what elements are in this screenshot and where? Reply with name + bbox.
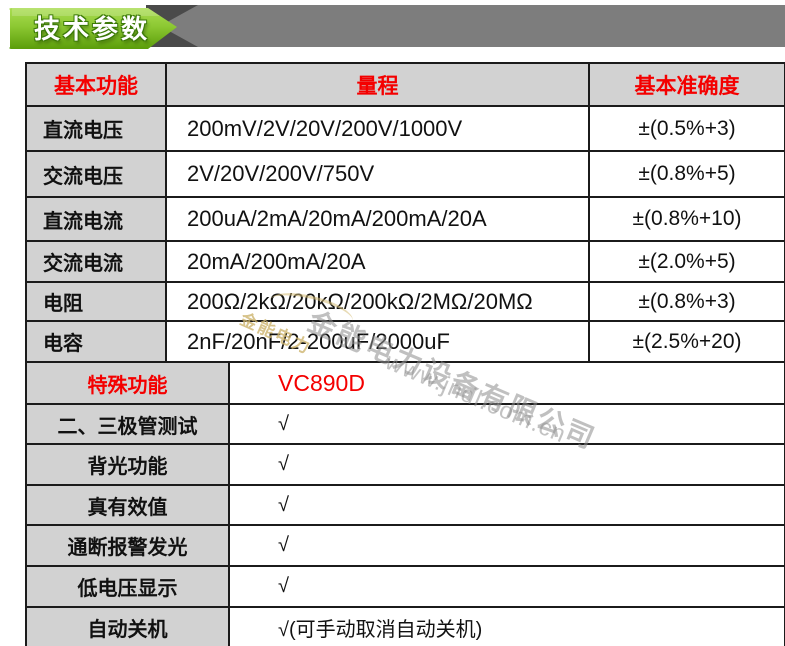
- banner: 技术参数: [0, 0, 785, 56]
- row-range: 200mV/2V/20V/200V/1000V: [165, 105, 590, 152]
- feature-value: √: [228, 484, 785, 526]
- row-label: 电阻: [25, 281, 167, 322]
- row-accuracy: ±(0.8%+5): [588, 150, 785, 198]
- table-row: 自动关机 √(可手动取消自动关机): [25, 606, 785, 646]
- main-header-row: 基本功能 量程 基本准确度: [25, 62, 785, 107]
- row-label: 直流电压: [25, 105, 167, 152]
- row-accuracy: ±(0.5%+3): [588, 105, 785, 152]
- green-ribbon: [9, 8, 178, 49]
- table-row: 通断报警发光 √: [25, 524, 785, 567]
- table-row: 直流电压 200mV/2V/20V/200V/1000V ±(0.5%+3): [25, 105, 785, 152]
- row-label: 交流电压: [25, 150, 167, 198]
- feature-label: 二、三极管测试: [25, 403, 230, 445]
- table-row: 交流电压 2V/20V/200V/750V ±(0.8%+5): [25, 150, 785, 198]
- row-range: 2nF/20nF/2-200uF/2000uF: [165, 320, 590, 363]
- feature-value: √(可手动取消自动关机): [228, 606, 785, 646]
- spec-tables: 基本功能 量程 基本准确度 直流电压 200mV/2V/20V/200V/100…: [25, 62, 785, 646]
- feature-label: 背光功能: [25, 443, 230, 486]
- row-accuracy: ±(2.5%+20): [588, 320, 785, 363]
- table-row: 交流电流 20mA/200mA/20A ±(2.0%+5): [25, 240, 785, 283]
- special-functions-label: 特殊功能: [25, 361, 230, 405]
- feature-label: 自动关机: [25, 606, 230, 646]
- feature-value: √: [228, 565, 785, 608]
- row-range: 200Ω/2kΩ/20kΩ/200kΩ/2MΩ/20MΩ: [165, 281, 590, 322]
- table-row: 直流电流 200uA/2mA/20mA/200mA/20A ±(0.8%+10): [25, 196, 785, 242]
- table-row: 真有效值 √: [25, 484, 785, 526]
- banner-shapes: [9, 5, 785, 49]
- row-accuracy: ±(0.8%+10): [588, 196, 785, 242]
- feature-label: 通断报警发光: [25, 524, 230, 567]
- feature-value: √: [228, 443, 785, 486]
- table-row: 背光功能 √: [25, 443, 785, 486]
- table-row: 低电压显示 √: [25, 565, 785, 608]
- header-accuracy: 基本准确度: [588, 62, 785, 107]
- table-row: 二、三极管测试 √: [25, 403, 785, 445]
- row-range: 20mA/200mA/20A: [165, 240, 590, 283]
- feature-label: 真有效值: [25, 484, 230, 526]
- feature-value: √: [228, 403, 785, 445]
- page-title: 技术参数: [33, 14, 150, 44]
- feature-value: √: [228, 524, 785, 567]
- table-row: 电阻 200Ω/2kΩ/20kΩ/200kΩ/2MΩ/20MΩ ±(0.8%+3…: [25, 281, 785, 322]
- header-range: 量程: [165, 62, 590, 107]
- model-number: VC890D: [228, 361, 785, 405]
- row-range: 200uA/2mA/20mA/200mA/20A: [165, 196, 590, 242]
- row-label: 交流电流: [25, 240, 167, 283]
- ribbon-highlight: [12, 8, 160, 16]
- special-functions-table: 特殊功能 VC890D 二、三极管测试 √ 背光功能 √ 真有效值 √ 通断报警…: [25, 361, 785, 646]
- row-label: 电容: [25, 320, 167, 363]
- table-row: 电容 2nF/20nF/2-200uF/2000uF ±(2.5%+20): [25, 320, 785, 363]
- main-spec-table: 基本功能 量程 基本准确度 直流电压 200mV/2V/20V/200V/100…: [25, 62, 785, 363]
- gray-band: [152, 5, 785, 47]
- row-range: 2V/20V/200V/750V: [165, 150, 590, 198]
- row-accuracy: ±(0.8%+3): [588, 281, 785, 322]
- row-accuracy: ±(2.0%+5): [588, 240, 785, 283]
- header-basic-function: 基本功能: [25, 62, 167, 107]
- special-header-row: 特殊功能 VC890D: [25, 361, 785, 405]
- row-label: 直流电流: [25, 196, 167, 242]
- feature-label: 低电压显示: [25, 565, 230, 608]
